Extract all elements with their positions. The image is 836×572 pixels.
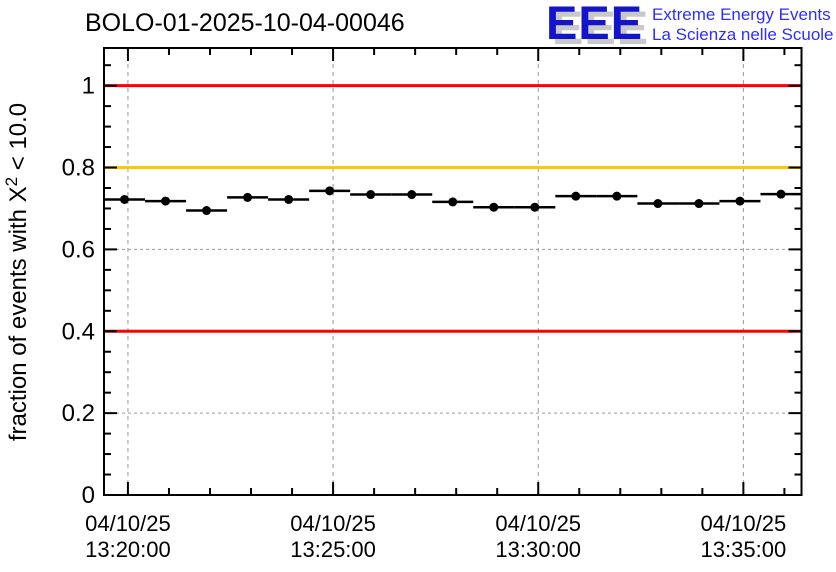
eee-logo-text: Extreme Energy Events La Scienza nelle S… bbox=[652, 3, 833, 45]
data-point bbox=[653, 199, 663, 209]
data-point bbox=[325, 186, 335, 196]
x-tick-label-date: 04/10/25 bbox=[495, 511, 581, 536]
axis-tick-labels: 00.20.40.60.8104/10/2513:20:0004/10/2513… bbox=[62, 73, 787, 562]
y-tick-label: 0.2 bbox=[62, 400, 95, 427]
plot-frame bbox=[103, 47, 803, 496]
x-tick-label-time: 13:25:00 bbox=[290, 537, 376, 562]
y-axis-title: fraction of events with X2 < 10.0 bbox=[2, 103, 32, 441]
eee-logo-line1: Extreme Energy Events bbox=[652, 5, 831, 24]
data-point bbox=[735, 196, 745, 206]
y-tick-label: 0.8 bbox=[62, 155, 95, 182]
data-point bbox=[120, 194, 130, 204]
data-series bbox=[104, 186, 802, 216]
data-point bbox=[489, 202, 499, 212]
y-tick-label: 0.4 bbox=[62, 318, 95, 345]
eee-logo: EEE Extreme Energy Events La Scienza nel… bbox=[546, 0, 834, 49]
x-tick-label-date: 04/10/25 bbox=[701, 511, 787, 536]
y-tick-label: 0.6 bbox=[62, 236, 95, 263]
data-point bbox=[202, 206, 212, 216]
data-point bbox=[694, 199, 704, 209]
y-tick-label: 1 bbox=[82, 73, 95, 100]
x-tick-label-time: 13:30:00 bbox=[495, 537, 581, 562]
data-point bbox=[243, 192, 253, 202]
data-point bbox=[776, 189, 786, 199]
data-point bbox=[612, 191, 622, 201]
reference-lines bbox=[104, 84, 802, 333]
chart-title: BOLO-01-2025-10-04-00046 bbox=[85, 9, 405, 37]
eee-logo-line2: La Scienza nelle Scuole bbox=[652, 25, 834, 44]
y-axis-title-text: fraction of events with X2 < 10.0 bbox=[2, 103, 32, 441]
data-point bbox=[530, 202, 540, 212]
data-point bbox=[161, 196, 171, 206]
data-point bbox=[284, 194, 294, 204]
x-tick-label-date: 04/10/25 bbox=[290, 511, 376, 536]
x-tick-label-time: 13:20:00 bbox=[85, 537, 171, 562]
axis-ticks bbox=[104, 48, 802, 496]
x-tick-label-time: 13:35:00 bbox=[701, 537, 787, 562]
y-tick-label: 0 bbox=[82, 482, 95, 509]
x-tick-label-date: 04/10/25 bbox=[85, 511, 171, 536]
data-point bbox=[448, 197, 458, 207]
data-point bbox=[407, 190, 417, 200]
data-point bbox=[366, 190, 376, 200]
grid-lines bbox=[104, 48, 802, 495]
data-point bbox=[571, 191, 581, 201]
eee-logo-acronym: EEE bbox=[546, 0, 644, 49]
